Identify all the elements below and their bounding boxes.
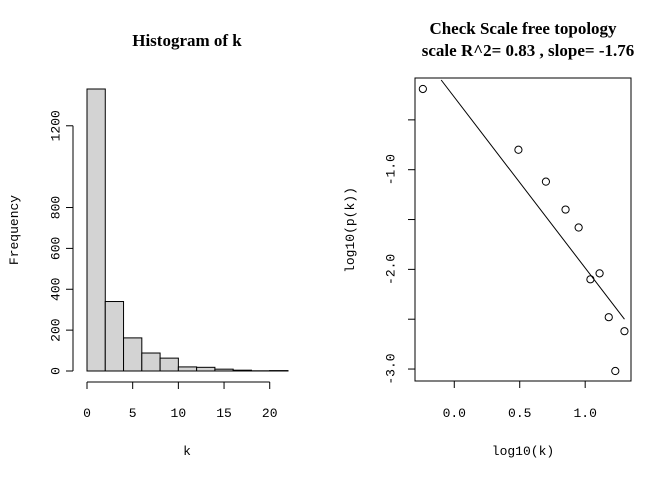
histogram-y-tick-label: 400 bbox=[49, 278, 64, 301]
histogram-bar bbox=[141, 352, 161, 372]
scale-free-y-tick-label: -1.0 bbox=[384, 154, 399, 185]
scale-free-points bbox=[418, 84, 629, 376]
histogram-y-axis: 0 200 400 600 800 1200 bbox=[49, 110, 74, 375]
histogram-bar bbox=[159, 357, 179, 372]
histogram-y-tick-label: 0 bbox=[49, 367, 64, 375]
histogram-title: Histogram of k bbox=[132, 31, 242, 50]
histogram-y-tick-label: 800 bbox=[49, 196, 64, 219]
scale-free-x-label: log10(k) bbox=[492, 444, 554, 459]
scatter-point bbox=[611, 366, 620, 376]
histogram-y-tick-label: 200 bbox=[49, 318, 64, 341]
histogram-x-axis: 0 5 10 15 20 bbox=[83, 381, 278, 421]
scale-free-title: Check Scale free topology bbox=[429, 19, 617, 38]
scatter-point bbox=[514, 145, 523, 154]
scale-free-x-tick-label: 0.5 bbox=[508, 406, 531, 421]
scatter-point bbox=[561, 205, 570, 214]
histogram-bar bbox=[86, 88, 106, 372]
histogram-y-tick-label: 600 bbox=[49, 237, 64, 260]
fit-line bbox=[440, 79, 625, 320]
scale-free-y-tick-label: -2.0 bbox=[384, 254, 399, 285]
scale-free-y-axis: -1.0 -2.0 -3.0 bbox=[384, 119, 415, 385]
scale-free-subtitle: scale R^2= 0.83 , slope= -1.76 bbox=[422, 41, 634, 60]
scale-free-y-tick-label: -3.0 bbox=[384, 353, 399, 384]
histogram-x-tick-label: 5 bbox=[129, 406, 137, 421]
histogram-x-tick-label: 20 bbox=[262, 406, 278, 421]
histogram-x-tick-label: 0 bbox=[83, 406, 91, 421]
histogram-bar bbox=[104, 301, 125, 372]
scatter-point bbox=[541, 177, 551, 186]
histogram-bar bbox=[214, 368, 234, 372]
scatter-point bbox=[418, 84, 427, 94]
scatter-point bbox=[604, 313, 613, 322]
scatter-point bbox=[595, 269, 604, 278]
histogram-panel: Histogram of k 0 5 10 15 20 0 200 400 600 800 120… bbox=[7, 31, 289, 459]
scale-free-x-axis: 0.0 0.5 1.0 bbox=[443, 380, 597, 421]
scale-free-panel: Check Scale free topology scale R^2= 0.8… bbox=[343, 19, 634, 459]
histogram-bars bbox=[86, 88, 289, 372]
histogram-x-tick-label: 10 bbox=[171, 406, 187, 421]
scale-free-plot-box bbox=[414, 77, 632, 382]
histogram-x-tick-label: 15 bbox=[216, 406, 232, 421]
histogram-x-label: k bbox=[183, 444, 191, 459]
scatter-point bbox=[574, 223, 583, 232]
histogram-bar bbox=[177, 366, 198, 372]
scale-free-y-label: log10(p(k)) bbox=[343, 187, 358, 273]
scale-free-x-tick-label: 0.0 bbox=[443, 406, 466, 421]
histogram-bar bbox=[196, 366, 216, 372]
histogram-y-tick-label: 1200 bbox=[49, 110, 64, 141]
scatter-point bbox=[586, 275, 595, 284]
histogram-y-label: Frequency bbox=[7, 195, 22, 265]
scale-free-x-tick-label: 1.0 bbox=[573, 406, 596, 421]
histogram-bar bbox=[123, 337, 143, 372]
scatter-point bbox=[620, 327, 629, 336]
histogram-bar bbox=[232, 369, 252, 372]
